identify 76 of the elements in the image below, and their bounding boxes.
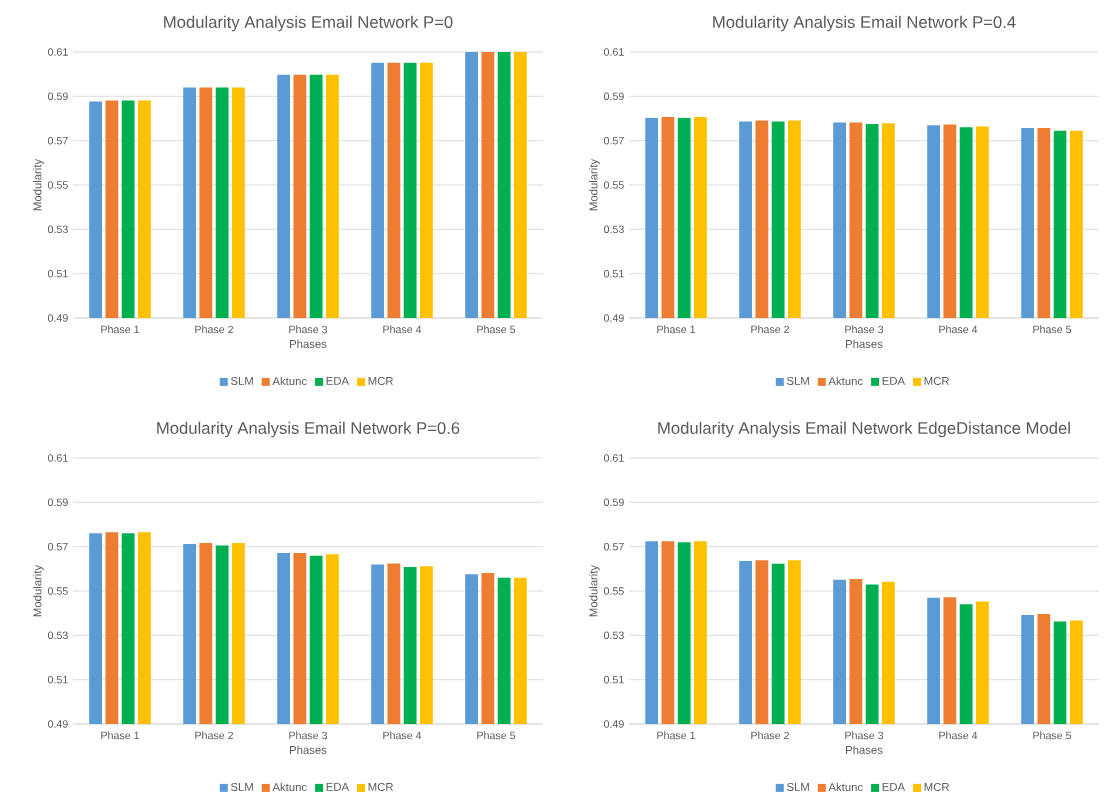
legend-label: EDA — [326, 783, 350, 791]
legend-label: SLM — [230, 782, 253, 791]
x-tick-label: Phase 3 — [845, 325, 884, 334]
legend-label: SLM — [787, 782, 809, 791]
x-tick-label: Phase 1 — [101, 325, 140, 334]
y-tick-label: 0.55 — [603, 587, 624, 595]
y-tick-label: 0.57 — [603, 136, 624, 145]
y-tick-label: 0.53 — [603, 225, 624, 234]
y-tick-label: 0.57 — [603, 542, 624, 551]
legend-label: EDA — [326, 377, 350, 385]
y-tick-label: 0.53 — [47, 225, 68, 234]
y-tick-label: 0.59 — [47, 498, 68, 507]
x-tick-label: Phase 1 — [101, 731, 140, 740]
y-tick-label: 0.55 — [47, 587, 68, 595]
y-tick-label: 0.61 — [47, 48, 68, 56]
legend-label: MCR — [368, 782, 393, 791]
y-tick-label: 0.51 — [47, 675, 68, 684]
y-tick-label: 0.51 — [603, 269, 624, 278]
y-tick-label: 0.59 — [47, 92, 68, 101]
x-tick-label: Phase 4 — [383, 731, 422, 740]
y-tick-label: 0.49 — [603, 314, 624, 322]
y-tick-label: 0.51 — [47, 269, 68, 278]
y-tick-label: 0.49 — [603, 720, 624, 728]
y-tick-label: 0.61 — [47, 454, 68, 462]
y-tick-label: 0.53 — [47, 631, 68, 640]
y-tick-label: 0.53 — [603, 631, 624, 640]
y-tick-label: 0.51 — [603, 675, 624, 684]
legend-label: SLM — [230, 376, 253, 385]
y-axis-title: Modularity — [589, 564, 600, 617]
y-axis-title: Modularity — [33, 564, 44, 617]
x-tick-label: Phase 5 — [1033, 731, 1072, 740]
y-tick-label: 0.49 — [47, 720, 68, 728]
x-tick-label: Phase 4 — [939, 731, 978, 740]
x-tick-label: Phase 2 — [195, 325, 234, 334]
legend-label: Aktunc — [272, 376, 307, 386]
x-tick-label: Phase 5 — [477, 325, 516, 334]
legend-label: MCR — [924, 782, 949, 791]
legend-label: MCR — [924, 376, 949, 385]
y-tick-label: 0.61 — [603, 454, 624, 462]
legend-label: EDA — [882, 377, 906, 385]
y-tick-label: 0.49 — [47, 314, 68, 322]
x-tick-label: Phase 5 — [477, 731, 516, 740]
x-axis-title: Phases — [846, 745, 883, 755]
y-axis-title: Modularity — [589, 158, 600, 211]
legend-label: MCR — [368, 376, 393, 385]
x-tick-label: Phase 3 — [289, 325, 328, 334]
legend-label: EDA — [882, 783, 906, 791]
y-tick-label: 0.61 — [603, 48, 624, 56]
chart-title: Modularity Analysis Email Network EdgeDistance Model — [658, 421, 1070, 438]
x-tick-label: Phase 3 — [845, 731, 884, 740]
x-tick-label: Phase 1 — [657, 731, 696, 740]
legend-label: SLM — [787, 376, 809, 385]
y-tick-label: 0.55 — [47, 181, 68, 189]
x-tick-label: Phase 1 — [657, 325, 696, 334]
x-tick-label: Phase 4 — [383, 325, 422, 334]
y-tick-label: 0.59 — [603, 92, 624, 101]
y-axis-title: Modularity — [33, 158, 44, 211]
x-tick-label: Phase 2 — [751, 325, 790, 334]
x-tick-label: Phase 2 — [751, 731, 790, 740]
chart-title: Modularity Analysis Email Network P=0 — [164, 15, 453, 32]
chart-title: Modularity Analysis Email Network P=0.4 — [713, 15, 1016, 32]
y-tick-label: 0.59 — [603, 498, 624, 507]
x-tick-label: Phase 5 — [1033, 325, 1072, 334]
y-tick-label: 0.57 — [47, 136, 68, 145]
x-axis-title: Phases — [290, 339, 327, 349]
x-tick-label: Phase 2 — [195, 731, 234, 740]
legend-label: Aktunc — [828, 376, 863, 386]
x-axis-title: Phases — [290, 745, 327, 755]
legend-label: Aktunc — [828, 782, 863, 792]
x-tick-label: Phase 3 — [289, 731, 328, 740]
x-tick-label: Phase 4 — [939, 325, 978, 334]
chart-title: Modularity Analysis Email Network P=0.6 — [157, 421, 460, 438]
legend-label: Aktunc — [272, 782, 307, 792]
x-axis-title: Phases — [846, 339, 883, 349]
y-tick-label: 0.57 — [47, 542, 68, 551]
y-tick-label: 0.55 — [603, 181, 624, 189]
